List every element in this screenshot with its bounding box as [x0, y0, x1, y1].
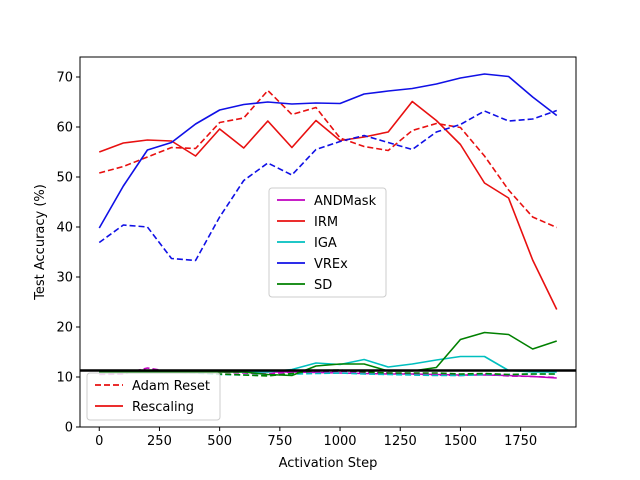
legend-label-solid: Rescaling [132, 400, 194, 415]
x-tick-label: 1000 [323, 434, 356, 449]
y-tick-label: 0 [65, 421, 73, 436]
series-layer [80, 73, 576, 379]
legend-label-sd: SD [314, 278, 332, 293]
x-tick-label: 0 [95, 434, 103, 449]
y-axis-ticks: 0 10 20 30 40 50 60 70 [56, 71, 80, 436]
x-tick-label: 1500 [444, 434, 477, 449]
x-axis-label: Activation Step [279, 456, 378, 471]
y-tick-label: 30 [56, 271, 73, 286]
series-line-irm-rescaling [98, 100, 558, 310]
legend-label-andmask: ANDMask [314, 194, 377, 209]
y-tick-label: 20 [56, 321, 73, 336]
x-axis-ticks: 0 250 500 750 1000 1250 1500 1750 [95, 427, 537, 449]
y-tick-label: 10 [56, 371, 73, 386]
x-tick-label: 1250 [384, 434, 417, 449]
x-tick-label: 250 [147, 434, 172, 449]
x-tick-label: 1750 [504, 434, 537, 449]
legend-box [86, 372, 221, 421]
y-tick-label: 70 [56, 71, 73, 86]
legend-styles: Adam Reset Rescaling [86, 372, 221, 421]
legend-box [268, 187, 387, 298]
legend-label-irm: IRM [314, 215, 338, 230]
y-tick-label: 40 [56, 221, 73, 236]
legend-label-dashed: Adam Reset [132, 379, 210, 394]
legend-label-iga: IGA [314, 236, 337, 251]
series-line-vrex-rescaling [98, 73, 558, 229]
y-axis-label: Test Accuracy (%) [33, 184, 48, 301]
series-line-vrex-adam-reset [98, 109, 558, 262]
series-line-irm-adam-reset [99, 89, 558, 229]
plot-frame [79, 56, 577, 428]
legend-methods: ANDMask IRM IGA VREx SD [268, 187, 387, 298]
x-tick-label: 500 [207, 434, 232, 449]
y-tick-label: 60 [56, 121, 73, 136]
legend-label-vrex: VREx [314, 257, 348, 272]
x-tick-label: 750 [267, 434, 292, 449]
series-line-sd-rescaling [99, 331, 557, 377]
y-tick-label: 50 [56, 171, 73, 186]
